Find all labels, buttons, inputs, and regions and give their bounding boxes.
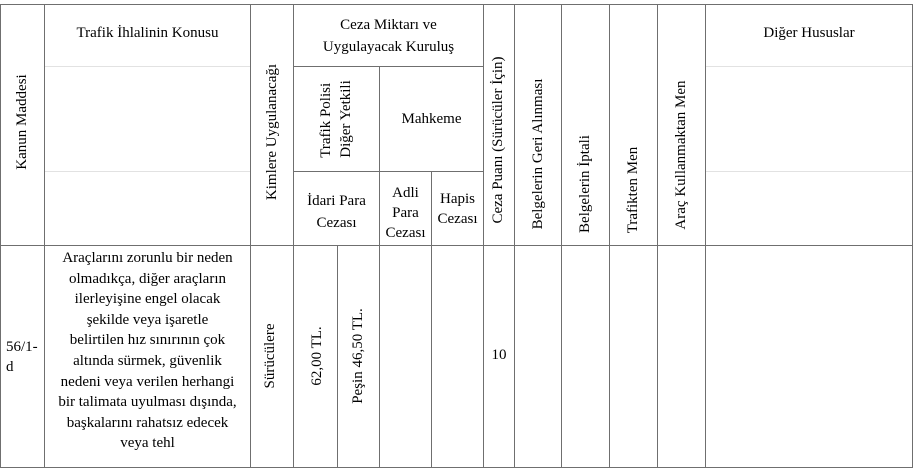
border-col	[379, 66, 380, 468]
cell-hapis	[432, 246, 483, 467]
header-idari-para: İdari Para Cezası	[307, 193, 366, 231]
border-ceza-sub	[293, 66, 483, 67]
border-header-bottom	[0, 245, 912, 246]
cell-belge-geri	[515, 246, 561, 467]
header-ceza-puani: Ceza Puanı (Sürücüler İçin)	[490, 56, 506, 224]
cell-konu: Araçlarını zorunlu bir neden olmadıkça, …	[58, 250, 237, 452]
border-col	[44, 4, 45, 468]
border-col	[431, 171, 432, 468]
border-idari-sub	[293, 171, 483, 172]
border-col	[337, 245, 338, 468]
header-ihlal-konusu: Trafik İhlalinin Konusu	[76, 25, 219, 41]
header-kanun-maddesi: Kanun Maddesi	[14, 74, 30, 170]
border-col	[514, 4, 515, 468]
header-trafik-polisi: Trafik Polisi Diğer Yetkili	[318, 80, 354, 158]
cell-pesin-tutar: Peşin 46,50 TL.	[350, 308, 366, 404]
cell-idari-tutar: 62,00 TL.	[309, 326, 325, 386]
header-belge-geri: Belgelerin Geri Alınması	[530, 78, 546, 230]
border-col	[609, 4, 610, 468]
header-trafikten-men: Trafikten Men	[625, 146, 641, 234]
border-left	[0, 4, 1, 468]
header-mahkeme: Mahkeme	[401, 110, 462, 127]
header-arac-men: Araç Kullanmaktan Men	[673, 80, 689, 230]
border-col	[705, 4, 706, 468]
guide-line	[44, 66, 250, 67]
cell-madde: 56/1- d	[6, 339, 38, 375]
guide-line	[705, 66, 912, 67]
guide-line	[44, 171, 250, 172]
border-top	[0, 4, 912, 5]
header-hapis: Hapis Cezası	[437, 191, 478, 227]
border-col	[657, 4, 658, 468]
cell-belge-iptal	[562, 246, 609, 467]
cell-trafikten-men	[610, 246, 657, 467]
header-ceza-miktari: Ceza Miktarı ve Uygulayacak Kuruluş	[322, 17, 455, 55]
border-col	[250, 4, 251, 468]
cell-arac-men	[658, 246, 705, 467]
border-col	[483, 4, 484, 468]
cell-kimlere: Sürücülere	[262, 323, 278, 389]
header-adli-para: Adli Para Cezası	[385, 185, 426, 241]
border-col	[293, 4, 294, 468]
cell-diger	[706, 246, 912, 467]
header-kimlere: Kimlere Uygulanacağı	[264, 63, 280, 201]
header-diger: Diğer Hususlar	[763, 25, 855, 41]
guide-line	[705, 171, 912, 172]
cell-adli	[380, 246, 431, 467]
cell-ceza-puani: 10	[491, 347, 507, 363]
header-belge-iptal: Belgelerin İptali	[577, 135, 593, 233]
border-col	[561, 4, 562, 468]
